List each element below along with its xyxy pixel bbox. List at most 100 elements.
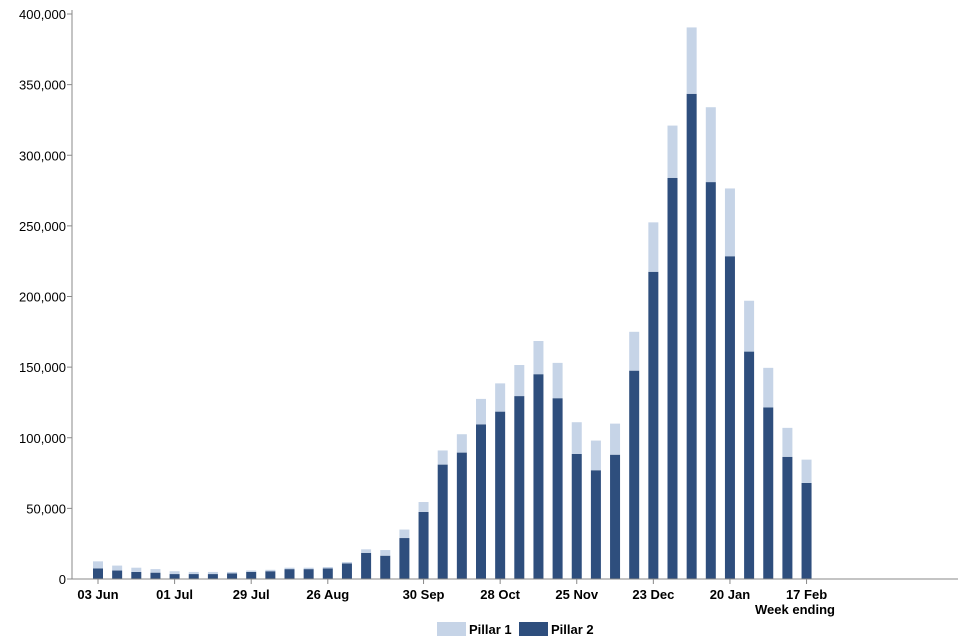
- bar-pillar-2: [303, 569, 314, 579]
- bar-pillar-1: [667, 125, 678, 178]
- bar-pillar-1: [380, 550, 391, 556]
- x-tick-label: 17 Feb: [786, 587, 827, 602]
- bar-pillar-2: [686, 93, 697, 580]
- bar-pillar-2: [495, 411, 506, 579]
- bar-pillar-2: [418, 511, 429, 579]
- bar-pillar-1: [629, 331, 640, 371]
- bar-pillar-2: [629, 370, 640, 579]
- y-tick-label: 200,000: [19, 290, 66, 305]
- bar-pillar-1: [399, 529, 410, 539]
- bar-pillar-2: [265, 571, 276, 579]
- bar-pillar-2: [782, 456, 793, 579]
- bar-pillar-1: [552, 362, 563, 399]
- y-tick-label: 400,000: [19, 7, 66, 22]
- bar-pillar-1: [476, 398, 486, 425]
- legend: Pillar 1 Pillar 2: [437, 622, 594, 637]
- bar-pillar-1: [782, 427, 793, 457]
- bar-pillar-2: [705, 182, 716, 579]
- legend-label-pillar-2: Pillar 2: [551, 622, 594, 637]
- bar-pillar-2: [744, 351, 755, 579]
- x-tick-label: 29 Jul: [233, 587, 270, 602]
- bar-pillar-1: [801, 459, 812, 483]
- bar-pillar-1: [93, 561, 103, 569]
- bar-pillar-1: [763, 367, 774, 408]
- bar-pillar-1: [112, 565, 123, 571]
- bar-pillar-1: [705, 107, 716, 183]
- bar-pillar-1: [437, 450, 448, 465]
- y-tick-label: 350,000: [19, 78, 66, 93]
- x-axis-title: Week ending: [755, 602, 835, 617]
- bar-pillar-2: [207, 574, 218, 579]
- bar-pillar-2: [227, 573, 238, 579]
- bar-pillar-2: [322, 568, 333, 579]
- y-tick-label: 300,000: [19, 148, 66, 163]
- x-tick-label: 20 Jan: [710, 587, 751, 602]
- bar-pillar-1: [169, 571, 180, 575]
- bar-pillar-2: [763, 407, 774, 579]
- x-tick-label: 23 Dec: [632, 587, 674, 602]
- bar-pillar-1: [495, 383, 506, 412]
- legend-swatch-pillar-2: [519, 622, 548, 636]
- bar-pillar-1: [322, 566, 333, 569]
- bar-pillar-1: [744, 300, 755, 352]
- x-tick-label: 30 Sep: [403, 587, 445, 602]
- y-tick-label: 150,000: [19, 360, 66, 375]
- bar-pillar-1: [303, 567, 314, 570]
- bar-pillar-2: [361, 552, 372, 579]
- bar-pillar-1: [418, 502, 429, 512]
- bar-series: [93, 27, 812, 580]
- bar-pillar-2: [112, 570, 123, 579]
- bar-pillar-2: [188, 574, 199, 579]
- bar-pillar-1: [361, 549, 372, 553]
- bar-pillar-2: [552, 398, 563, 579]
- bar-pillar-1: [284, 567, 295, 570]
- bar-pillar-1: [265, 569, 276, 572]
- bar-pillar-2: [284, 569, 295, 579]
- bar-pillar-1: [686, 27, 697, 94]
- bar-pillar-1: [514, 365, 525, 397]
- bar-pillar-1: [590, 440, 601, 471]
- bar-pillar-1: [533, 340, 544, 375]
- bar-pillar-2: [667, 177, 678, 579]
- y-tick-label: 0: [59, 572, 66, 587]
- bar-pillar-1: [227, 571, 238, 574]
- bar-pillar-2: [246, 571, 257, 579]
- y-axis-ticks: 0 50,000 100,000 150,000 200,000 250,000 300,0…: [19, 7, 72, 587]
- bar-pillar-1: [188, 571, 199, 575]
- bar-pillar-1: [341, 562, 352, 564]
- bar-pillar-2: [341, 563, 352, 579]
- x-tick-label: 25 Nov: [555, 587, 598, 602]
- bar-pillar-2: [380, 555, 391, 579]
- bar-pillar-2: [150, 572, 161, 579]
- bar-pillar-2: [456, 452, 467, 579]
- y-tick-label: 50,000: [26, 501, 66, 516]
- legend-label-pillar-1: Pillar 1: [469, 622, 512, 637]
- bar-pillar-1: [246, 570, 257, 572]
- bar-pillar-1: [207, 571, 218, 575]
- bar-pillar-2: [131, 571, 142, 579]
- bar-pillar-2: [93, 568, 103, 579]
- bar-pillar-2: [476, 424, 486, 579]
- bar-pillar-2: [801, 482, 812, 579]
- bar-pillar-1: [131, 567, 142, 572]
- y-tick-label: 250,000: [19, 219, 66, 234]
- bar-pillar-1: [456, 434, 467, 453]
- bar-pillar-2: [648, 271, 659, 579]
- x-axis-ticks: 03 Jun 01 Jul 29 Jul 26 Aug 30 Sep 28 Oct 25 N…: [77, 579, 827, 602]
- bar-pillar-2: [610, 454, 621, 579]
- bar-pillar-1: [571, 422, 582, 454]
- bar-pillar-2: [437, 464, 448, 579]
- bar-pillar-1: [724, 188, 735, 257]
- x-tick-label: 01 Jul: [156, 587, 193, 602]
- bar-pillar-1: [150, 569, 161, 573]
- x-tick-label: 28 Oct: [480, 587, 520, 602]
- bar-pillar-2: [724, 256, 735, 579]
- bar-pillar-1: [610, 423, 621, 455]
- bar-pillar-2: [571, 453, 582, 579]
- y-tick-label: 100,000: [19, 431, 66, 446]
- bar-pillar-2: [590, 470, 601, 579]
- bar-pillar-2: [533, 374, 544, 579]
- bar-pillar-2: [514, 396, 525, 579]
